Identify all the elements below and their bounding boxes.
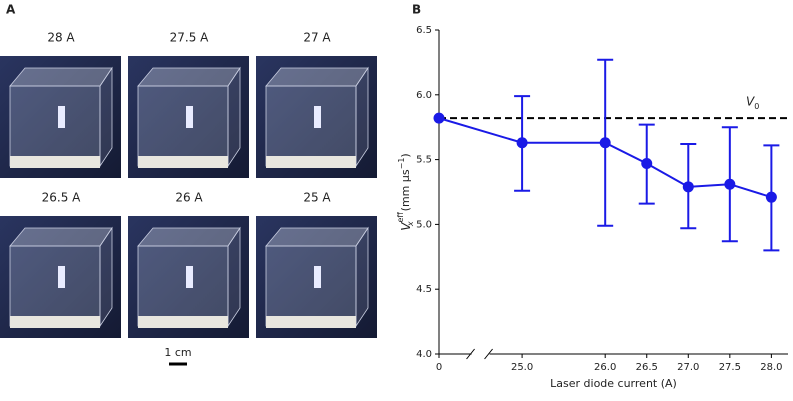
data-point <box>599 137 611 149</box>
cube-base <box>10 156 100 168</box>
y-axis-label-part: −1 <box>397 158 406 170</box>
y-tick-label: 5.0 <box>416 219 432 230</box>
reference-label: V0 <box>746 95 759 111</box>
data-point <box>433 112 445 124</box>
cube-front <box>9 85 101 167</box>
marker <box>58 266 65 288</box>
cube <box>137 227 241 247</box>
cube-side <box>99 226 113 328</box>
photo-title: 27 A <box>303 31 331 45</box>
cube <box>137 67 241 87</box>
panel-label: B <box>412 3 421 17</box>
y-axis-label-part: ) <box>399 153 412 157</box>
cube <box>9 67 113 87</box>
x-tick-label: 27.0 <box>677 362 699 373</box>
cube-base <box>138 156 228 168</box>
photo-title: 26.5 A <box>42 191 82 205</box>
data-point <box>765 191 777 203</box>
marker <box>186 266 193 288</box>
panel-label: A <box>6 3 16 17</box>
cube-front <box>265 85 357 167</box>
marker <box>314 106 321 128</box>
x-tick-label: 26.0 <box>594 362 616 373</box>
x-axis-label: Laser diode current (A) <box>550 377 677 390</box>
y-axis-label-part: V <box>399 222 413 231</box>
axis-break <box>466 348 475 360</box>
cube-side <box>355 226 369 328</box>
data-point <box>641 157 653 169</box>
y-tick-label: 6.0 <box>416 90 432 101</box>
data-point <box>516 137 528 149</box>
cube-side <box>99 66 113 168</box>
cube-front <box>265 245 357 327</box>
cube-side <box>227 226 241 328</box>
data-point <box>724 178 736 190</box>
cube-base <box>10 316 100 328</box>
photo-title: 25 A <box>303 191 331 205</box>
y-axis-label-part: eff <box>396 212 405 223</box>
cube-front <box>9 245 101 327</box>
photo-title: 27.5 A <box>170 31 210 45</box>
y-axis-label: Veffx (mm µs−1) <box>396 153 415 230</box>
reference-label-sub: 0 <box>754 102 759 111</box>
x-tick-label: 25.0 <box>511 362 533 373</box>
x-tick-label: 0 <box>436 362 442 373</box>
x-tick-label: 28.0 <box>760 362 782 373</box>
photo-title: 28 A <box>47 31 75 45</box>
cube <box>265 227 369 247</box>
cube-side <box>355 66 369 168</box>
marker <box>186 106 193 128</box>
cube-side <box>227 66 241 168</box>
cube <box>265 67 369 87</box>
x-tick-label: 26.5 <box>636 362 658 373</box>
cube-base <box>266 316 356 328</box>
y-tick-label: 5.5 <box>416 155 432 166</box>
y-tick-label: 6.5 <box>416 25 432 36</box>
marker <box>58 106 65 128</box>
y-tick-label: 4.0 <box>416 349 432 360</box>
cube <box>9 227 113 247</box>
photo-title: 26 A <box>175 191 203 205</box>
marker <box>314 266 321 288</box>
x-tick-label: 27.5 <box>719 362 741 373</box>
y-axis-label-part: x <box>406 221 415 227</box>
cube-front <box>137 245 229 327</box>
cube-front <box>137 85 229 167</box>
y-axis-label-part: (mm µs <box>399 169 412 211</box>
axis-break <box>484 348 493 360</box>
y-tick-label: 4.5 <box>416 284 432 295</box>
cube-base <box>138 316 228 328</box>
cube-base <box>266 156 356 168</box>
data-point <box>682 181 694 193</box>
scale-bar-label: 1 cm <box>164 346 191 359</box>
